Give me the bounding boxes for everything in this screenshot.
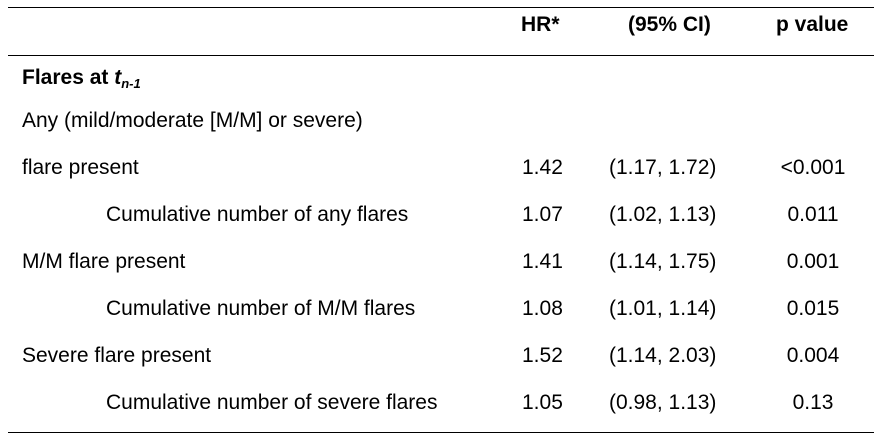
table-top-rule (8, 7, 874, 8)
row-p-value: <0.001 (780, 156, 846, 179)
row-label: Cumulative number of any flares (106, 203, 409, 226)
row-label: Cumulative number of severe flares (106, 391, 438, 414)
header-ci: (95% CI) (628, 13, 711, 36)
table-header-rule (8, 55, 874, 56)
row-ci: (1.01, 1.14) (609, 297, 717, 320)
row-label: Any (mild/moderate [M/M] or severe) (22, 109, 363, 132)
header-p-value: p value (776, 13, 849, 36)
row-p-value: 0.015 (786, 297, 840, 320)
header-hr: HR* (521, 13, 560, 36)
row-p-value: 0.011 (787, 203, 839, 226)
row-ci: (1.17, 1.72) (609, 156, 717, 179)
row-hr: 1.42 (522, 156, 563, 179)
row-hr: 1.08 (522, 297, 563, 320)
row-hr: 1.05 (522, 391, 563, 414)
table-bottom-rule (8, 432, 874, 433)
section-heading: Flares at tn-1 (22, 66, 141, 96)
row-p-value: 0.13 (792, 391, 834, 414)
row-label: Cumulative number of M/M flares (106, 297, 416, 320)
row-hr: 1.41 (522, 250, 563, 273)
row-ci: (1.14, 2.03) (609, 344, 717, 367)
row-label: M/M flare present (22, 250, 186, 273)
row-ci: (0.98, 1.13) (609, 391, 717, 414)
row-ci: (1.14, 1.75) (609, 250, 717, 273)
section-heading-prefix: Flares at (22, 66, 115, 89)
row-p-value: 0.004 (786, 344, 840, 367)
row-p-value: 0.001 (786, 250, 840, 273)
row-hr: 1.52 (522, 344, 563, 367)
section-heading-t: t (114, 66, 122, 89)
section-heading-subscript: n-1 (121, 76, 141, 91)
row-ci: (1.02, 1.13) (609, 203, 717, 226)
row-label: Severe flare present (22, 344, 212, 367)
row-label: flare present (22, 156, 139, 179)
row-hr: 1.07 (522, 203, 563, 226)
